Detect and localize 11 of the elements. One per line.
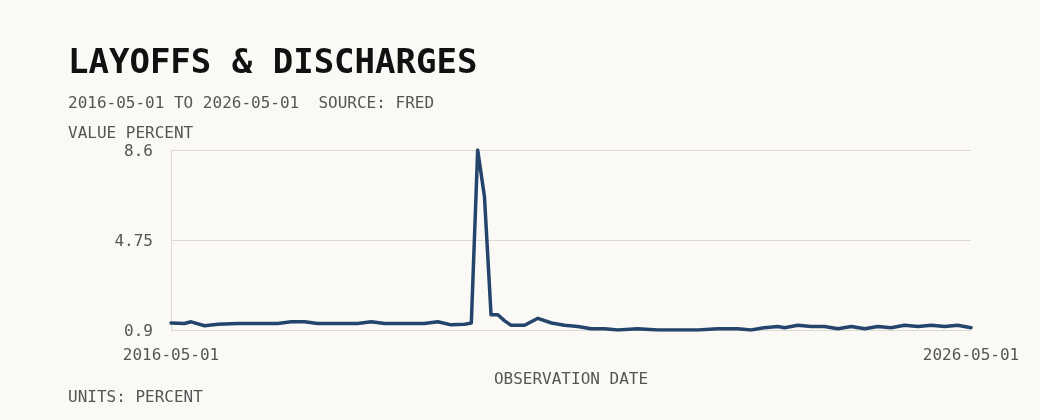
line-series <box>169 148 973 332</box>
x-tick-label: 2016-05-01 <box>122 344 220 364</box>
text: UNITS: PERCENT <box>68 386 204 406</box>
y-tick-label: 4.75 <box>114 230 153 250</box>
y-tick-label: 0.9 <box>124 320 153 340</box>
x-tick-label: 2026-05-01 <box>922 344 1020 364</box>
x-axis-title: OBSERVATION DATE <box>493 368 649 388</box>
y-tick-label: 8.6 <box>124 140 153 160</box>
chart-subtitle: 2016-05-01 TO 2026-05-01 SOURCE: FRED <box>68 92 435 112</box>
y-axis-title: VALUE PERCENT <box>68 122 194 142</box>
chart-title: LAYOFFS & DISCHARGES <box>68 41 478 81</box>
